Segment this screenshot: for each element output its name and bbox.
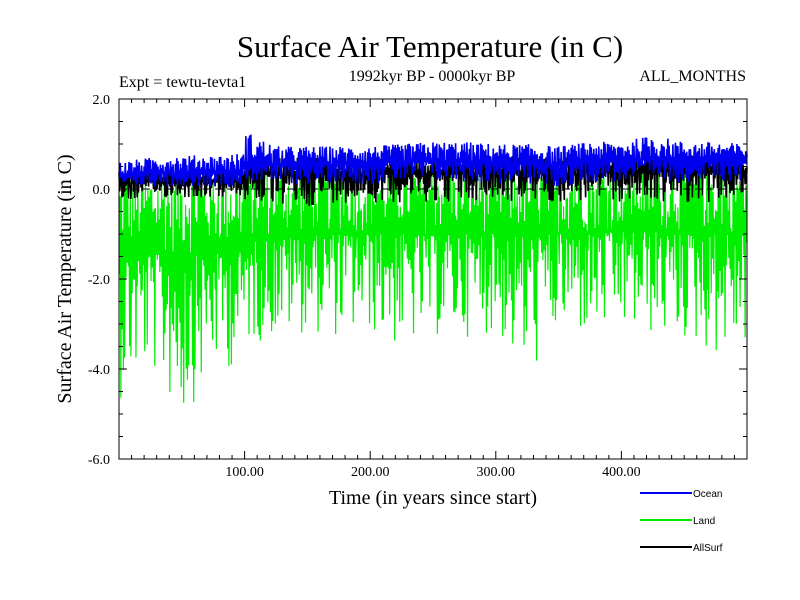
x-tick-label: 400.00 (602, 465, 641, 480)
series-line-land (118, 160, 748, 403)
x-tick-labels: 100.00 200.00 300.00 400.00 (225, 465, 640, 480)
months-label: ALL_MONTHS (639, 68, 746, 85)
axis-ticks (119, 98, 747, 460)
legend-label-allsurf: AllSurf (693, 543, 723, 554)
y-tick-label: -6.0 (88, 453, 110, 468)
y-tick-label: 2.0 (93, 93, 111, 108)
y-tick-labels: -6.0 -4.0 -2.0 0.0 2.0 (88, 93, 110, 468)
chart-subtitle: 1992kyr BP - 0000kyr BP (349, 68, 516, 85)
y-axis-label: Surface Air Temperature (in C) (54, 154, 76, 403)
legend: Ocean Land AllSurf (640, 489, 723, 554)
series-line-ocean (118, 134, 748, 187)
x-tick-label: 200.00 (351, 465, 390, 480)
experiment-label: Expt = tewtu-tevta1 (119, 74, 246, 91)
series-layer (118, 134, 748, 403)
legend-label-ocean: Ocean (693, 489, 722, 500)
x-tick-label: 300.00 (477, 465, 516, 480)
chart-title: Surface Air Temperature (in C) (237, 29, 623, 64)
x-tick-label: 100.00 (225, 465, 264, 480)
legend-label-land: Land (693, 516, 715, 527)
y-tick-label: 0.0 (93, 183, 111, 198)
x-axis-label: Time (in years since start) (329, 487, 537, 509)
y-tick-label: -2.0 (88, 273, 110, 288)
y-tick-label: -4.0 (88, 363, 110, 378)
